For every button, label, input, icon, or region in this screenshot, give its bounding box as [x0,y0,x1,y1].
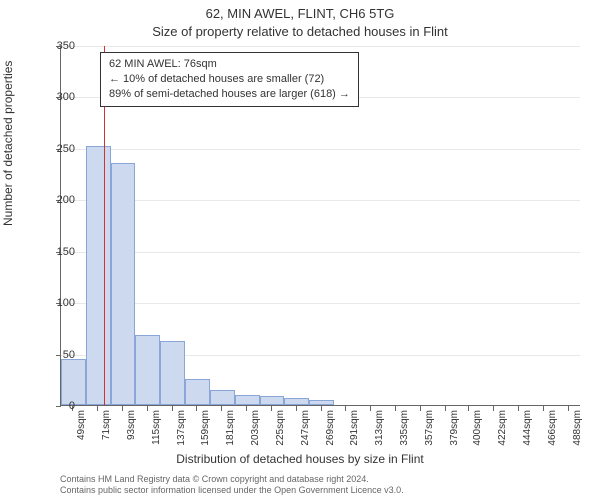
histogram-bar [185,379,210,405]
y-tick-label: 200 [45,194,75,206]
x-tick-mark [122,406,123,411]
x-tick-mark [97,406,98,411]
gridline [61,46,580,47]
x-tick-mark [493,406,494,411]
x-tick-mark [468,406,469,411]
x-tick-label: 291sqm [349,410,360,446]
y-axis-label: Number of detached properties [1,61,15,226]
x-tick-label: 93sqm [126,410,137,440]
x-tick-label: 159sqm [200,410,211,446]
chart-container: 62, MIN AWEL, FLINT, CH6 5TG Size of pro… [0,0,600,500]
x-tick-mark [395,406,396,411]
x-tick-mark [445,406,446,411]
x-tick-label: 181sqm [225,410,236,446]
histogram-bar [210,390,235,405]
y-tick-label: 50 [45,349,75,361]
histogram-bar [309,400,334,405]
footer-attribution: Contains HM Land Registry data © Crown c… [60,474,404,497]
footer-line-1: Contains HM Land Registry data © Crown c… [60,474,404,485]
y-tick-label: 300 [45,91,75,103]
chart-title-main: 62, MIN AWEL, FLINT, CH6 5TG [0,6,600,21]
gridline [61,149,580,150]
x-tick-mark [518,406,519,411]
x-tick-mark [196,406,197,411]
y-tick-label: 350 [45,40,75,52]
y-tick-label: 250 [45,143,75,155]
gridline [61,200,580,201]
gridline [61,252,580,253]
x-tick-mark [246,406,247,411]
x-tick-label: 400sqm [472,410,483,446]
x-tick-mark [543,406,544,411]
annotation-line-1: 62 MIN AWEL: 76sqm [109,57,350,72]
x-tick-mark [172,406,173,411]
x-tick-label: 247sqm [300,410,311,446]
x-tick-label: 137sqm [176,410,187,446]
x-tick-label: 466sqm [547,410,558,446]
x-tick-label: 422sqm [497,410,508,446]
x-tick-label: 379sqm [449,410,460,446]
x-tick-mark [568,406,569,411]
annotation-line-2: ← 10% of detached houses are smaller (72… [109,72,350,87]
histogram-bar [61,359,86,405]
y-tick-label: 0 [45,400,75,412]
x-tick-label: 71sqm [101,410,112,440]
y-tick-label: 150 [45,246,75,258]
annotation-box: 62 MIN AWEL: 76sqm ← 10% of detached hou… [100,52,359,107]
x-tick-label: 49sqm [76,410,87,440]
x-tick-label: 115sqm [151,410,162,445]
x-tick-label: 269sqm [325,410,336,446]
x-tick-label: 225sqm [275,410,286,446]
gridline [61,303,580,304]
x-tick-mark [271,406,272,411]
x-axis-label: Distribution of detached houses by size … [0,452,600,466]
histogram-bar [260,396,285,405]
histogram-bar [284,398,309,405]
y-tick-label: 100 [45,297,75,309]
x-tick-mark [420,406,421,411]
x-tick-mark [296,406,297,411]
histogram-bar [86,146,111,405]
x-tick-label: 313sqm [374,410,385,446]
histogram-bar [235,395,260,405]
x-tick-label: 444sqm [522,410,533,446]
footer-line-2: Contains public sector information licen… [60,485,404,496]
chart-title-sub: Size of property relative to detached ho… [0,24,600,39]
histogram-bar [111,163,136,405]
x-tick-label: 335sqm [399,410,410,446]
x-tick-label: 357sqm [424,410,435,446]
x-tick-label: 203sqm [250,410,261,446]
x-tick-mark [345,406,346,411]
x-tick-mark [147,406,148,411]
x-tick-mark [370,406,371,411]
x-tick-mark [221,406,222,411]
histogram-bar [135,335,160,405]
annotation-line-3: 89% of semi-detached houses are larger (… [109,87,350,102]
x-tick-label: 488sqm [572,410,583,446]
histogram-bar [160,341,185,405]
x-tick-mark [321,406,322,411]
